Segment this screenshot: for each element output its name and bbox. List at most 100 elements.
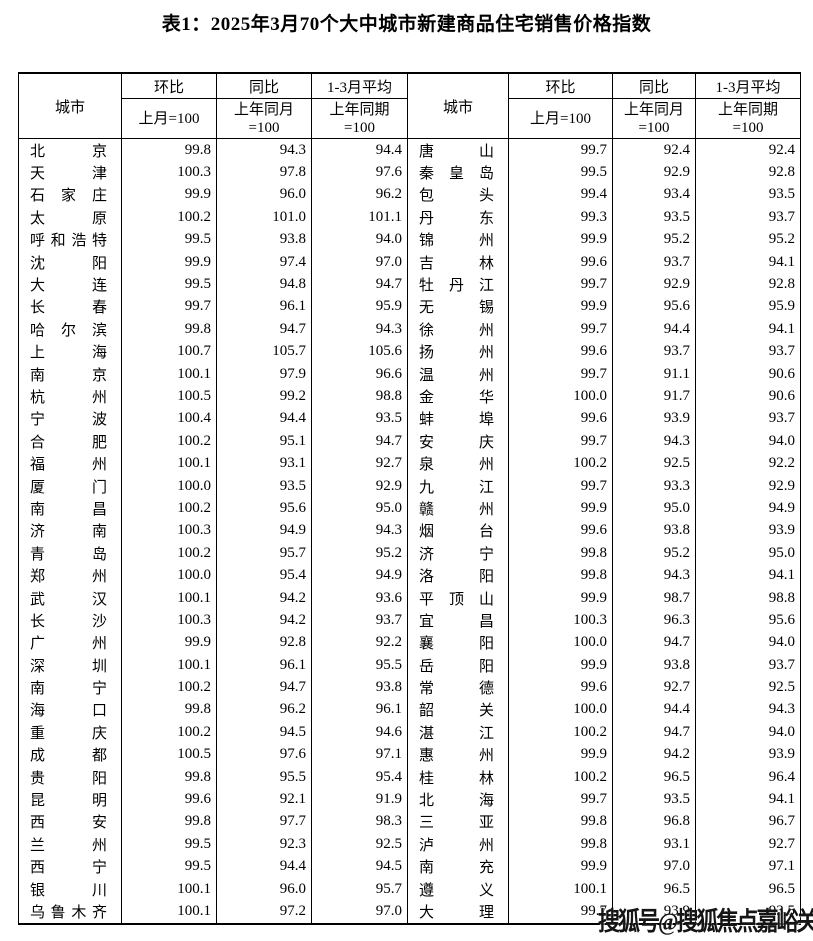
avg-value: 93.5 — [311, 407, 408, 431]
city-name: 宁波 — [30, 412, 107, 429]
mom-value: 99.9 — [508, 295, 613, 319]
mom-value: 99.9 — [508, 228, 613, 251]
city-cell: 杭州 — [18, 385, 122, 408]
city-name: 广州 — [30, 636, 107, 653]
avg-value: 98.8 — [695, 586, 801, 610]
yoy-value: 94.8 — [216, 273, 312, 296]
yoy-value: 93.8 — [612, 519, 696, 543]
city-cell: 西宁 — [18, 855, 122, 878]
yoy-value: 94.2 — [216, 609, 312, 632]
yoy-value: 94.9 — [216, 519, 312, 543]
city-cell: 秦皇岛 — [407, 161, 509, 184]
city-name: 福州 — [30, 457, 107, 474]
avg-value: 94.1 — [695, 564, 801, 587]
table-row: 贵阳 99.8 95.5 95.4 桂林 100.2 96.5 96.4 — [18, 765, 801, 789]
header-city-right: 城市 — [407, 73, 509, 139]
avg-value: 94.6 — [311, 721, 408, 744]
yoy-value: 91.7 — [612, 385, 696, 408]
yoy-value: 94.4 — [216, 407, 312, 431]
avg-value: 90.6 — [695, 385, 801, 408]
avg-value: 94.3 — [695, 698, 801, 722]
avg-value: 92.4 — [695, 138, 801, 162]
mom-value: 100.1 — [121, 877, 217, 901]
avg-value: 98.3 — [311, 810, 408, 834]
yoy-value: 92.9 — [612, 273, 696, 296]
city-cell: 西安 — [18, 810, 122, 834]
header-avg-right: 1-3月平均 — [695, 73, 801, 99]
city-cell: 宁波 — [18, 407, 122, 431]
avg-value: 96.2 — [311, 183, 408, 207]
yoy-value: 95.2 — [612, 228, 696, 251]
city-cell: 呼和浩特 — [18, 228, 122, 251]
mom-value: 99.7 — [508, 430, 613, 453]
table-row: 呼和浩特 99.5 93.8 94.0 锦州 99.9 95.2 95.2 — [18, 228, 801, 251]
yoy-value: 92.3 — [216, 833, 312, 856]
mom-value: 99.9 — [121, 250, 217, 274]
header-city-left: 城市 — [18, 73, 122, 139]
yoy-value: 96.3 — [612, 609, 696, 632]
avg-value: 95.2 — [695, 228, 801, 251]
table-row: 银川 100.1 96.0 95.7 遵义 100.1 96.5 96.5 — [18, 877, 801, 901]
yoy-value: 93.3 — [612, 474, 696, 498]
yoy-value: 99.2 — [216, 385, 312, 408]
city-name: 岳阳 — [419, 658, 494, 675]
city-cell: 长沙 — [18, 609, 122, 632]
header-line: 上年同月 — [623, 101, 684, 118]
avg-value: 94.1 — [695, 788, 801, 811]
city-cell: 惠州 — [407, 743, 509, 766]
mom-value: 99.6 — [121, 788, 217, 811]
avg-value: 94.7 — [311, 273, 408, 296]
avg-value: 97.0 — [311, 900, 408, 924]
city-cell: 天津 — [18, 161, 122, 184]
city-cell: 唐山 — [407, 138, 509, 162]
avg-value: 90.6 — [695, 362, 801, 386]
city-name: 郑州 — [30, 569, 107, 586]
yoy-value: 94.7 — [612, 721, 696, 744]
mom-value: 99.9 — [121, 183, 217, 207]
city-cell: 哈尔滨 — [18, 318, 122, 341]
city-name: 上海 — [30, 345, 107, 362]
avg-value: 94.7 — [311, 430, 408, 453]
city-name: 包头 — [419, 188, 494, 205]
page-title: 表1：2025年3月70个大中城市新建商品住宅销售价格指数 — [161, 14, 652, 35]
city-cell: 福州 — [18, 452, 122, 475]
avg-value: 96.1 — [311, 698, 408, 722]
yoy-value: 95.4 — [216, 564, 312, 587]
header-line: 上年同期 — [329, 101, 390, 118]
city-name: 长沙 — [30, 613, 107, 630]
city-name: 锦州 — [419, 233, 494, 250]
header-avg-base-right: 上年同期 =100 — [695, 98, 801, 139]
city-cell: 昆明 — [18, 788, 122, 811]
yoy-value: 92.8 — [216, 631, 312, 654]
city-name: 襄阳 — [419, 636, 494, 653]
city-cell: 沈阳 — [18, 250, 122, 274]
avg-value: 94.9 — [311, 564, 408, 587]
city-cell: 太原 — [18, 206, 122, 229]
table-row: 郑州 100.0 95.4 94.9 洛阳 99.8 94.3 94.1 — [18, 564, 801, 587]
city-name: 惠州 — [419, 748, 494, 765]
yoy-value: 96.5 — [612, 877, 696, 901]
city-cell: 贵阳 — [18, 765, 122, 789]
avg-value: 98.8 — [311, 385, 408, 408]
yoy-value: 95.6 — [216, 497, 312, 520]
avg-value: 95.0 — [311, 497, 408, 520]
avg-value: 93.7 — [695, 407, 801, 431]
table-row: 北京 99.8 94.3 94.4 唐山 99.7 92.4 92.4 — [18, 138, 801, 162]
mom-value: 100.7 — [121, 340, 217, 363]
avg-value: 94.5 — [311, 855, 408, 878]
avg-value: 96.7 — [695, 810, 801, 834]
table-row: 厦门 100.0 93.5 92.9 九江 99.7 93.3 92.9 — [18, 474, 801, 498]
mom-value: 99.8 — [508, 810, 613, 834]
city-cell: 兰州 — [18, 833, 122, 856]
city-cell: 常德 — [407, 676, 509, 699]
city-cell: 金华 — [407, 385, 509, 408]
city-name: 合肥 — [30, 434, 107, 451]
yoy-value: 96.0 — [216, 183, 312, 207]
avg-value: 97.1 — [311, 743, 408, 766]
mom-value: 99.8 — [121, 698, 217, 722]
city-name: 遵义 — [419, 882, 494, 899]
table-row: 上海 100.7 105.7 105.6 扬州 99.6 93.7 93.7 — [18, 340, 801, 363]
yoy-value: 93.1 — [612, 833, 696, 856]
city-name: 吉林 — [419, 255, 494, 272]
city-cell: 郑州 — [18, 564, 122, 587]
